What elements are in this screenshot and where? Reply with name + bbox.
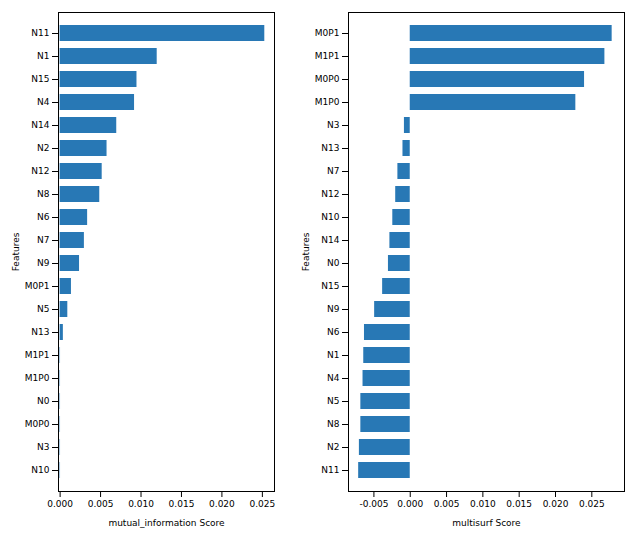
svg-text:N12: N12: [321, 189, 339, 199]
svg-text:N4: N4: [37, 97, 50, 107]
svg-text:N3: N3: [327, 120, 339, 130]
svg-text:0.025: 0.025: [579, 499, 605, 509]
svg-text:N0: N0: [327, 258, 340, 268]
svg-text:0.020: 0.020: [209, 499, 235, 509]
svg-text:N9: N9: [327, 304, 340, 314]
svg-text:N14: N14: [31, 120, 49, 130]
svg-text:M0P1: M0P1: [25, 281, 50, 291]
svg-text:N12: N12: [31, 166, 49, 176]
svg-text:N10: N10: [31, 465, 49, 475]
svg-text:N7: N7: [327, 166, 339, 176]
svg-text:N11: N11: [31, 28, 49, 38]
svg-text:N2: N2: [37, 143, 49, 153]
svg-text:N8: N8: [327, 419, 340, 429]
svg-text:N11: N11: [321, 465, 339, 475]
svg-text:multisurf Score: multisurf Score: [452, 518, 521, 528]
svg-text:0.000: 0.000: [397, 499, 423, 509]
svg-text:M0P0: M0P0: [315, 74, 340, 84]
svg-text:0.020: 0.020: [543, 499, 569, 509]
svg-text:N0: N0: [37, 396, 50, 406]
svg-text:N1: N1: [327, 350, 339, 360]
svg-text:N6: N6: [327, 327, 340, 337]
svg-text:N4: N4: [327, 373, 340, 383]
svg-text:Features: Features: [301, 232, 311, 271]
svg-text:M0P0: M0P0: [25, 419, 50, 429]
svg-text:N10: N10: [321, 212, 339, 222]
svg-text:N13: N13: [31, 327, 49, 337]
svg-text:M0P1: M0P1: [315, 28, 340, 38]
svg-text:N14: N14: [321, 235, 339, 245]
svg-text:0.015: 0.015: [169, 499, 195, 509]
svg-text:M1P0: M1P0: [25, 373, 50, 383]
svg-text:-0.005: -0.005: [359, 499, 388, 509]
svg-text:M1P0: M1P0: [315, 97, 340, 107]
svg-text:M1P1: M1P1: [315, 51, 340, 61]
svg-text:0.015: 0.015: [506, 499, 532, 509]
svg-text:N3: N3: [37, 442, 49, 452]
svg-text:0.005: 0.005: [434, 499, 460, 509]
svg-text:N15: N15: [321, 281, 339, 291]
svg-text:0.010: 0.010: [470, 499, 496, 509]
svg-text:Features: Features: [11, 232, 21, 271]
svg-text:N13: N13: [321, 143, 339, 153]
svg-text:mutual_information Score: mutual_information Score: [108, 518, 225, 528]
svg-text:N2: N2: [327, 442, 339, 452]
svg-text:N5: N5: [37, 304, 49, 314]
svg-text:0.000: 0.000: [47, 499, 73, 509]
svg-text:N9: N9: [37, 258, 50, 268]
svg-text:N7: N7: [37, 235, 49, 245]
svg-text:0.010: 0.010: [128, 499, 154, 509]
svg-text:0.005: 0.005: [88, 499, 114, 509]
svg-text:N5: N5: [327, 396, 339, 406]
svg-text:N8: N8: [37, 189, 50, 199]
svg-text:N6: N6: [37, 212, 50, 222]
svg-text:M1P1: M1P1: [25, 350, 50, 360]
svg-text:N1: N1: [37, 51, 49, 61]
svg-text:0.025: 0.025: [249, 499, 275, 509]
svg-text:N15: N15: [31, 74, 49, 84]
